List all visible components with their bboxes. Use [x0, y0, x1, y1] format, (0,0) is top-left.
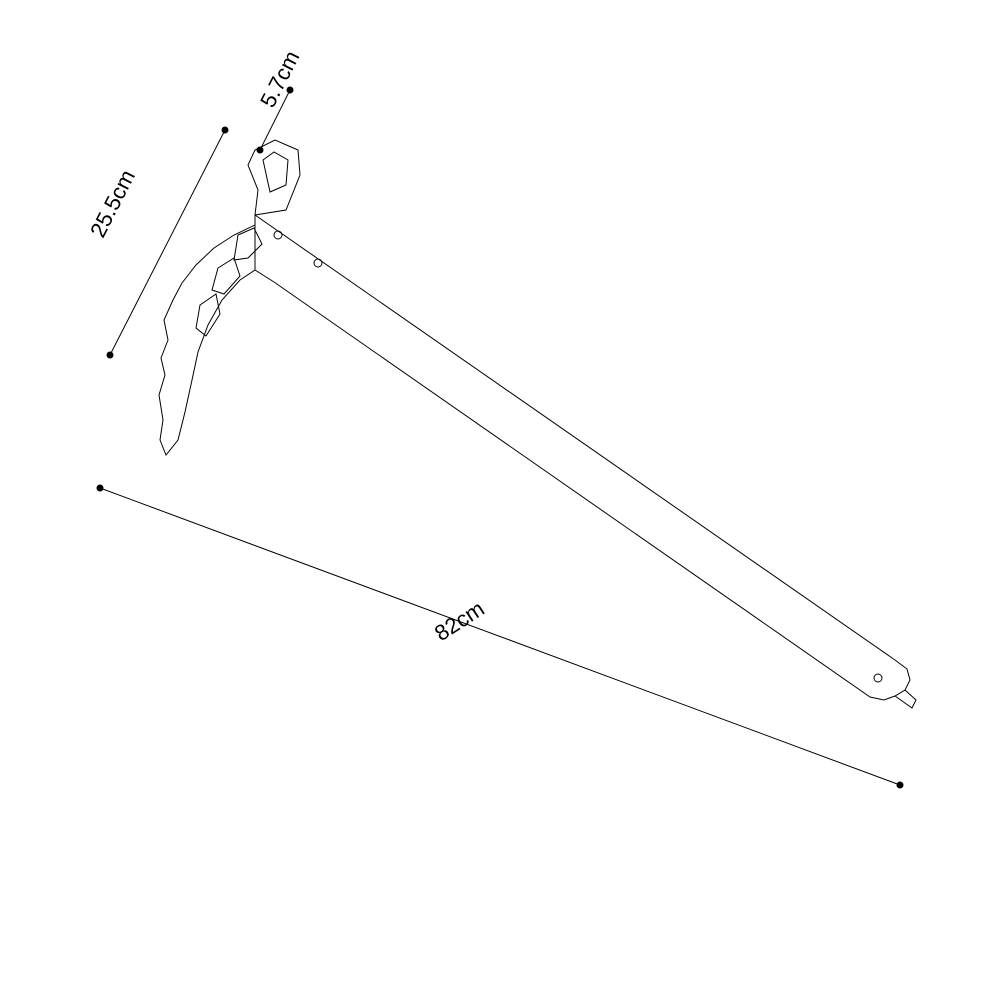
dimension-lines	[97, 87, 903, 788]
dim-line-length	[100, 488, 900, 785]
ice-axe-outline	[159, 140, 916, 708]
dim-line-head	[110, 130, 225, 355]
technical-drawing	[0, 0, 1001, 1001]
